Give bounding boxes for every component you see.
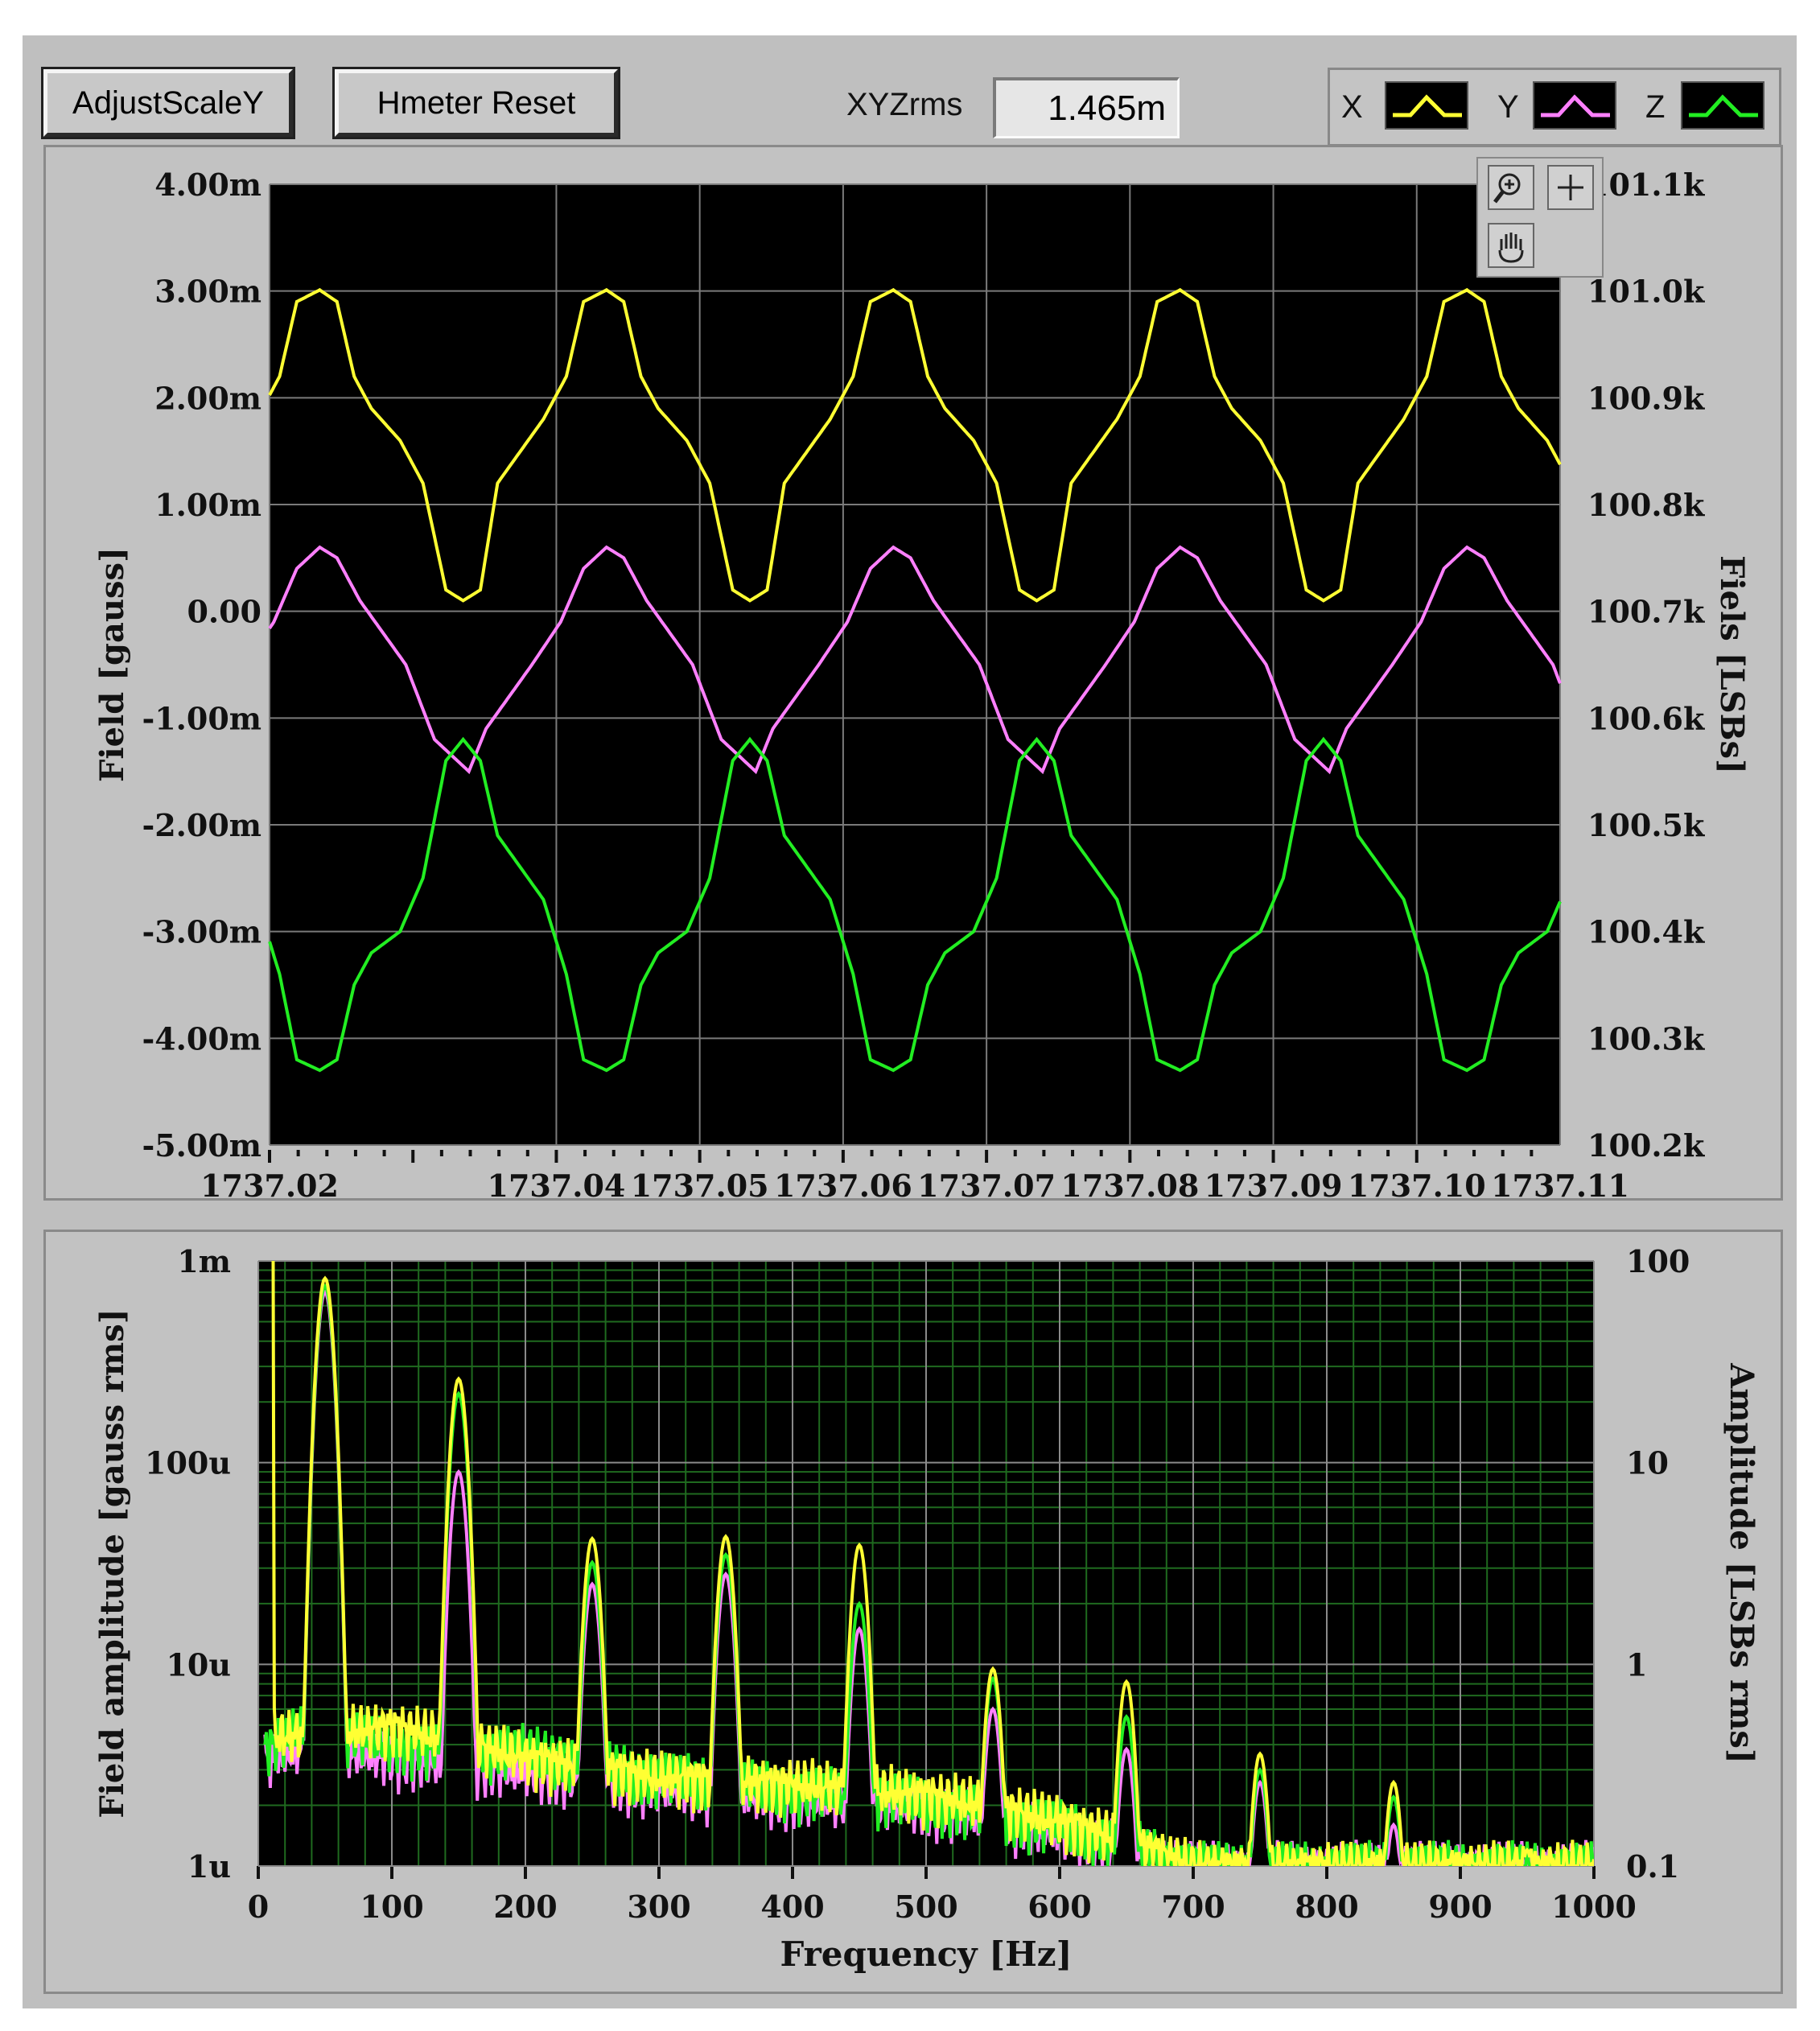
time-y-tick-label: 1.00m <box>154 487 261 523</box>
legend-swatch-z[interactable] <box>1681 81 1764 130</box>
hmeter-reset-button[interactable]: Hmeter Reset <box>335 69 618 137</box>
legend-label-x: X <box>1341 89 1363 125</box>
hand-glyph <box>1498 233 1524 263</box>
legend-label-z: Z <box>1645 89 1666 125</box>
xyz-rms-indicator: 1.465m <box>993 77 1180 138</box>
time-x-tick-label: 1737.08 <box>1060 1168 1199 1198</box>
time-y2-tick-label: 100.3k <box>1587 1020 1705 1057</box>
time-y2-tick-label: 100.6k <box>1587 700 1705 736</box>
legend-line-x <box>1393 94 1462 117</box>
legend-label-y: Y <box>1497 89 1519 125</box>
time-series-x <box>268 287 1562 603</box>
spectrum-x-tick-label: 200 <box>493 1889 557 1925</box>
zoom-icon[interactable] <box>1488 165 1534 210</box>
spectrum-y-tick-label: 1u <box>187 1848 231 1885</box>
time-x-tick-label: 1737.05 <box>631 1168 769 1198</box>
spectrum-y2-tick-label: 0.1 <box>1626 1848 1679 1885</box>
spectrum-y-tick-label: 100u <box>145 1445 231 1481</box>
legend-swatch-y[interactable] <box>1533 81 1616 130</box>
spectrum-y-tick-label: 1m <box>177 1243 231 1279</box>
spectrum-x-tick-label: 900 <box>1428 1889 1492 1925</box>
legend-line-y <box>1541 94 1610 117</box>
crosshair-glyph <box>1558 175 1583 200</box>
legend-swatch-x[interactable] <box>1385 81 1468 130</box>
spectrum-x-tick-label: 600 <box>1027 1889 1091 1925</box>
spectrum-series-x <box>271 1261 1594 1866</box>
time-x-tick-label: 1737.06 <box>774 1168 912 1198</box>
time-y-tick-label: -1.00m <box>142 700 261 736</box>
spectrum-y-tick-label: 10u <box>166 1646 231 1683</box>
time-y-tick-label: -2.00m <box>142 807 261 843</box>
spectrum-x-tick-label: 800 <box>1295 1889 1358 1925</box>
adjust-scale-y-button[interactable]: AdjustScaleY <box>43 69 293 137</box>
time-y-tick-label: -4.00m <box>142 1020 261 1057</box>
time-y-tick-label: 3.00m <box>154 274 261 310</box>
spectrum-y2-tick-label: 1 <box>1626 1646 1647 1683</box>
cursor-crosshair-icon[interactable] <box>1547 165 1594 210</box>
spectrum-x-tick-label: 1000 <box>1551 1889 1637 1925</box>
legend-line-z <box>1689 94 1758 117</box>
time-series-y <box>268 545 1562 775</box>
time-y2-tick-label: 100.8k <box>1587 487 1705 523</box>
time-y2-tick-label: 100.4k <box>1587 914 1705 950</box>
spectrum-graph-panel: 0 100 200 300 400 500 600 700 800 900 1000 1m 100 100… <box>43 1230 1783 1994</box>
time-y2-tick-label: 100.9k <box>1587 380 1705 416</box>
time-x-tick-label: 1737.04 <box>488 1168 626 1198</box>
time-series-z <box>268 736 1562 1073</box>
spectrum-x-tick-label: 500 <box>894 1889 957 1925</box>
time-y-axis-title: Field [gauss] <box>93 547 131 782</box>
spectrum-y2-tick-label: 100 <box>1626 1243 1690 1279</box>
time-x-tick-label: 1737.02 <box>200 1168 339 1198</box>
time-plot-area <box>270 184 1560 1145</box>
time-y-tick-label: 0.00 <box>187 594 261 630</box>
time-y2-tick-label: 100.5k <box>1587 807 1705 843</box>
spectrum-y2-tick-label: 10 <box>1626 1445 1669 1481</box>
time-y-tick-label: 2.00m <box>154 380 261 416</box>
time-y-tick-label: 4.00m <box>154 167 261 203</box>
time-y2-tick-label: 101.0k <box>1587 274 1705 310</box>
time-y2-axis-title: Fiels [LSBs] <box>1713 555 1751 774</box>
time-x-tick-label: 1737.07 <box>917 1168 1056 1198</box>
time-y2-tick-label: 101.1k <box>1587 167 1705 203</box>
labview-front-panel: AdjustScaleY Hmeter Reset XYZrms 1.465m … <box>23 35 1797 2008</box>
spectrum-x-tick-label: 100 <box>360 1889 423 1925</box>
spectrum-x-tick-label: 700 <box>1161 1889 1225 1925</box>
spectrum-x-tick-label: 300 <box>627 1889 690 1925</box>
time-graph[interactable]: 1737.02 1737.04 1737.05 1737.06 1737.07 1737.… <box>46 147 1781 1256</box>
time-y-tick-label: -5.00m <box>142 1127 261 1164</box>
graph-palette <box>1476 157 1604 278</box>
time-x-tick-label: 1737.10 <box>1348 1168 1486 1198</box>
time-y2-tick-label: 100.7k <box>1587 594 1705 630</box>
spectrum-x-tick-label: 400 <box>760 1889 824 1925</box>
spectrum-y2-axis-title: Amplitude [LSBs rms] <box>1723 1362 1760 1764</box>
time-y2-tick-label: 100.2k <box>1587 1127 1705 1164</box>
pan-hand-icon[interactable] <box>1488 223 1534 268</box>
xyz-rms-label: XYZrms <box>846 87 963 122</box>
spectrum-x-tick-label: 0 <box>248 1889 269 1925</box>
zoom-icon-glyph <box>1493 173 1521 204</box>
time-x-tick-label: 1737.09 <box>1204 1168 1343 1198</box>
spectrum-x-axis-title: Frequency [Hz] <box>780 1934 1073 1974</box>
time-x-tick-label: 1737.11 <box>1491 1168 1629 1198</box>
spectrum-y-axis-title: Field amplitude [gauss rms] <box>93 1308 131 1818</box>
time-graph-panel: 1737.02 1737.04 1737.05 1737.06 1737.07 1737.… <box>43 145 1783 1256</box>
plot-legend: X Y Z <box>1328 68 1781 146</box>
time-y-tick-label: -3.00m <box>142 914 261 950</box>
